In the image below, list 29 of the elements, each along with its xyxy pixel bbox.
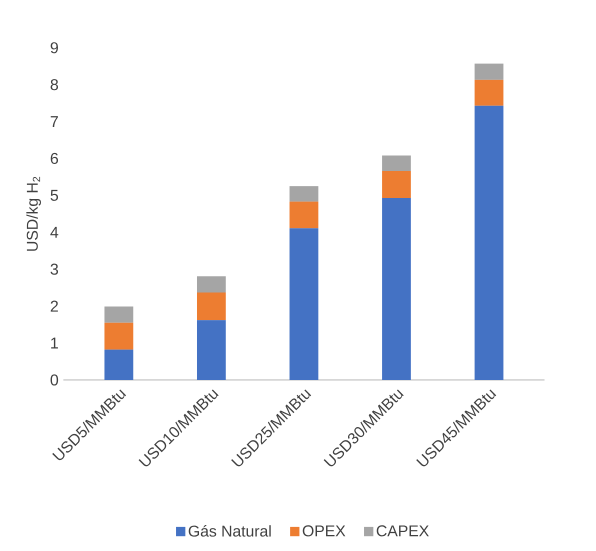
bar [474,106,504,380]
y-tick-label: 8 [50,78,58,90]
bar [382,170,411,198]
y-tick-label: 4 [50,226,58,238]
bar [104,306,134,323]
y-tick-label: 3 [50,264,58,275]
bar [474,63,504,80]
bar [196,320,226,380]
legend-label: Gás Natural [188,524,271,537]
bar [104,350,134,380]
bar [382,155,411,171]
bar [290,228,318,380]
y-tick-label: 6 [50,152,58,164]
bar [290,186,318,202]
y-tick-label: 0 [50,374,58,386]
y-tick-label: 1 [51,338,58,348]
y-tick-label: 9 [50,42,58,54]
y-axis-title: USD/kg H$_{2}$ [26,176,41,251]
legend-label: CAPEX [376,525,429,536]
y-tick-label: 2 [50,300,58,312]
y-tick-label: 5 [50,190,58,201]
y-tick-label: 7 [50,116,58,127]
bar [196,276,226,292]
bar [474,80,504,106]
bar [196,292,226,320]
bar [104,322,134,350]
bar [290,202,318,228]
legend-label: OPEX [302,525,346,536]
bar [382,198,411,380]
